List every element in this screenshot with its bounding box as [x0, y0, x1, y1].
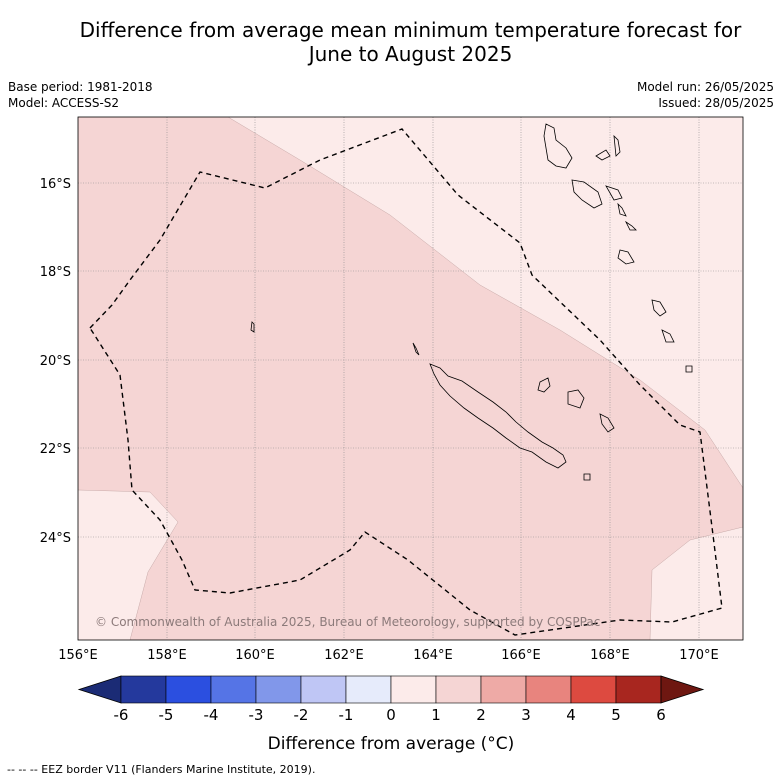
base-period: Base period: 1981-2018: [8, 80, 153, 94]
vanuatu-coastline: [250, 123, 693, 373]
colorbar-tick: -1: [339, 706, 354, 724]
colorbar-segment: [165, 675, 212, 704]
model-name: Model: ACCESS-S2: [8, 96, 120, 110]
map-frame: [77, 116, 744, 641]
colorbar-over-arrow: [660, 675, 705, 704]
colorbar-segment: [390, 675, 437, 704]
lon-label: 166°E: [501, 648, 541, 663]
colorbar-tick-labels: -6 -5 -4 -3 -2 -1 0 1 2 3 4 5 6: [114, 706, 666, 724]
colorbar-tick: 0: [386, 706, 396, 724]
footer-note: -- -- -- EEZ border V11 (Flanders Marine…: [7, 763, 316, 776]
title-line-1: Difference from average mean minimum tem…: [79, 18, 742, 42]
metadata-right: Model run: 26/05/2025 Issued: 28/05/2025: [637, 79, 774, 111]
lon-label: 160°E: [235, 648, 275, 663]
colorbar-segment: [480, 675, 527, 704]
eez-border: [89, 128, 723, 636]
colorbar-segment: [255, 675, 302, 704]
colorbar: [77, 675, 705, 704]
colorbar-segment: [210, 675, 257, 704]
model-run-date: Model run: 26/05/2025: [636, 80, 774, 94]
colorbar-tick: 4: [566, 706, 576, 724]
anomaly-region-1-2: [78, 117, 743, 640]
lon-label: 168°E: [590, 648, 630, 663]
colorbar-tick: 3: [521, 706, 531, 724]
title-line-2: June to August 2025: [308, 42, 513, 66]
colorbar-tick: -4: [204, 706, 219, 724]
colorbar-tick: 1: [431, 706, 441, 724]
issued-date: Issued: 28/05/2025: [658, 96, 774, 110]
colorbar-segment: [525, 675, 572, 704]
colorbar-tick: -2: [294, 706, 309, 724]
colorbar-tick: -3: [249, 706, 264, 724]
lat-label: 22°S: [40, 442, 71, 457]
chart-title: Difference from average mean minimum tem…: [0, 18, 781, 66]
colorbar-tick: 2: [476, 706, 486, 724]
longitude-labels: 156°E 158°E 160°E 162°E 164°E 166°E 168°…: [58, 648, 719, 663]
colorbar-tick: -6: [114, 706, 129, 724]
colorbar-segment: [120, 675, 167, 704]
colorbar-segment: [435, 675, 482, 704]
colorbar-segment: [300, 675, 347, 704]
latitude-labels: 16°S 18°S 20°S 22°S 24°S: [40, 177, 71, 546]
lat-label: 20°S: [40, 354, 71, 369]
lon-label: 162°E: [324, 648, 364, 663]
lon-label: 164°E: [413, 648, 453, 663]
colorbar-label: Difference from average (°C): [268, 734, 515, 754]
new-caledonia-coastline: [412, 342, 615, 481]
colorbar-under-arrow: [77, 675, 122, 704]
lon-label: 158°E: [147, 648, 187, 663]
lat-label: 18°S: [40, 265, 71, 280]
metadata-left: Base period: 1981-2018 Model: ACCESS-S2: [8, 79, 153, 111]
colorbar-segment: [345, 675, 392, 704]
lat-label: 24°S: [40, 531, 71, 546]
lon-label: 170°E: [679, 648, 719, 663]
colorbar-tick: 6: [656, 706, 666, 724]
colorbar-tick: -5: [159, 706, 174, 724]
colorbar-segment: [570, 675, 617, 704]
lon-label: 156°E: [58, 648, 98, 663]
lat-label: 16°S: [40, 177, 71, 192]
colorbar-tick: 5: [611, 706, 621, 724]
copyright-watermark: © Commonwealth of Australia 2025, Bureau…: [95, 615, 600, 629]
map-area: © Commonwealth of Australia 2025, Bureau…: [78, 117, 743, 640]
colorbar-segment: [615, 675, 662, 704]
gridlines: [78, 117, 743, 640]
